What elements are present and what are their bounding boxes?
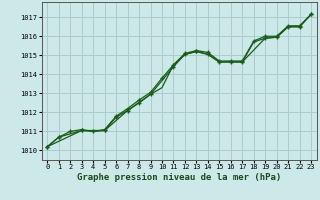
X-axis label: Graphe pression niveau de la mer (hPa): Graphe pression niveau de la mer (hPa) xyxy=(77,173,281,182)
